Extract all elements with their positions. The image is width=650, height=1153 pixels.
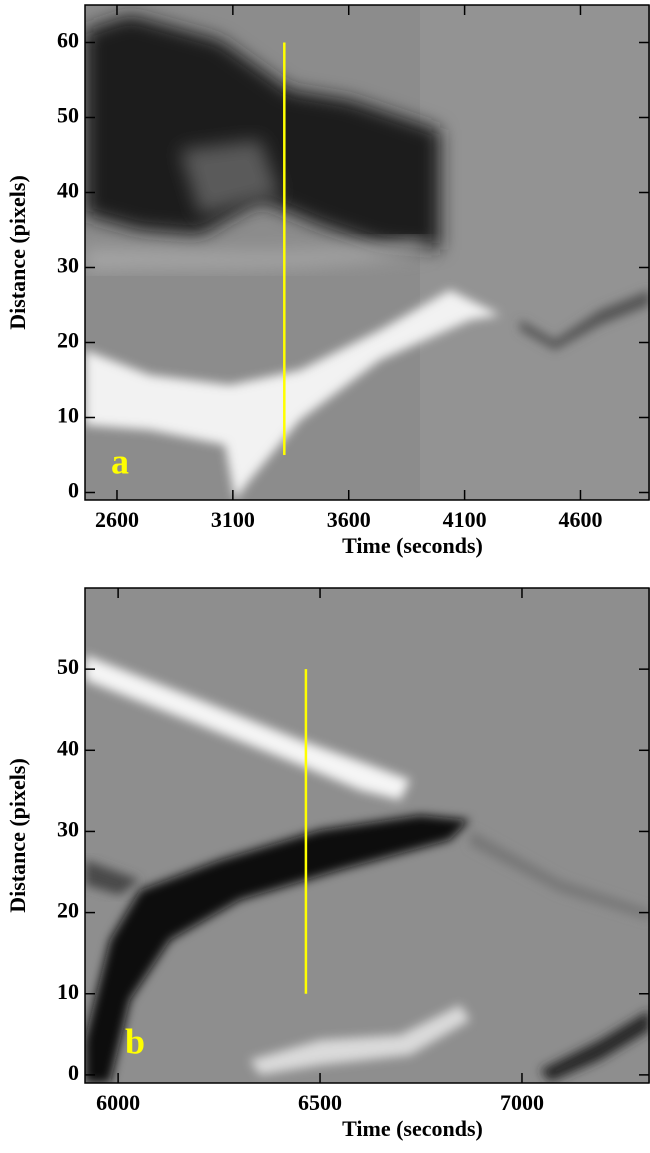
y-tick-label: 0 xyxy=(68,478,79,503)
image-b xyxy=(85,588,650,1083)
x-tick-label: 6000 xyxy=(96,1090,140,1115)
y-tick-label: 20 xyxy=(57,898,79,923)
x-tick-label: 4600 xyxy=(558,507,602,532)
y-tick-label: 50 xyxy=(57,103,79,128)
y-tick-label: 30 xyxy=(57,816,79,841)
y-axis-label: Distance (pixels) xyxy=(5,175,30,330)
x-tick-label: 3100 xyxy=(211,507,255,532)
image-a xyxy=(85,5,650,500)
y-tick-label: 60 xyxy=(57,28,79,53)
x-axis-label: Time (seconds) xyxy=(342,1116,483,1141)
y-tick-label: 50 xyxy=(57,654,79,679)
x-tick-label: 4100 xyxy=(443,507,487,532)
y-tick-label: 40 xyxy=(57,735,79,760)
plot-frame xyxy=(84,587,650,1084)
x-tick-label: 2600 xyxy=(95,507,139,532)
x-axis-label: Time (seconds) xyxy=(342,533,483,558)
y-tick-label: 10 xyxy=(57,979,79,1004)
y-tick-label: 20 xyxy=(57,328,79,353)
y-axis-label: Distance (pixels) xyxy=(5,758,30,913)
panel-label: b xyxy=(125,1021,145,1061)
x-tick-label: 7000 xyxy=(500,1090,544,1115)
y-tick-label: 10 xyxy=(57,403,79,428)
x-tick-label: 6500 xyxy=(298,1090,342,1115)
panel-label: a xyxy=(111,441,129,481)
x-tick-label: 3600 xyxy=(327,507,371,532)
y-tick-label: 40 xyxy=(57,178,79,203)
y-tick-label: 0 xyxy=(68,1060,79,1085)
plot-frame xyxy=(84,4,650,501)
y-tick-label: 30 xyxy=(57,253,79,278)
